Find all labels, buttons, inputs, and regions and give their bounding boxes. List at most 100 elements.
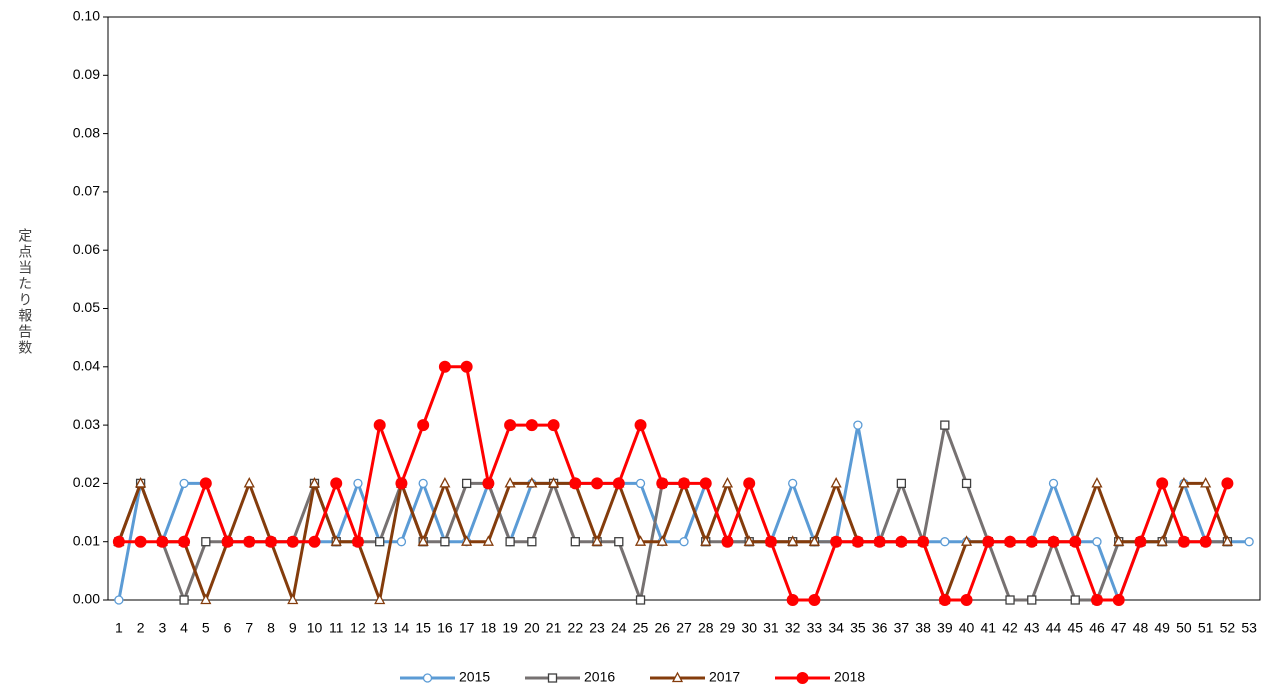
- marker: [286, 535, 299, 548]
- legend-marker: [796, 672, 809, 684]
- marker: [612, 477, 625, 490]
- x-tick-label: 46: [1089, 620, 1105, 636]
- marker: [1134, 535, 1147, 548]
- x-tick-label: 49: [1154, 620, 1170, 636]
- marker: [1047, 535, 1060, 548]
- marker: [179, 478, 189, 489]
- marker: [656, 535, 668, 546]
- legend-marker: [671, 671, 684, 683]
- marker: [940, 420, 950, 430]
- marker: [353, 478, 363, 489]
- marker: [460, 360, 473, 373]
- marker: [461, 478, 472, 489]
- x-tick-label: 32: [785, 620, 801, 636]
- x-tick-label: 12: [350, 620, 366, 636]
- marker: [830, 477, 842, 488]
- x-tick-label: 38: [915, 620, 931, 636]
- x-tick-label: 15: [415, 620, 431, 636]
- x-tick-label: 30: [741, 620, 757, 636]
- x-tick-label: 21: [546, 620, 562, 636]
- marker: [634, 535, 647, 546]
- marker: [418, 478, 428, 489]
- marker: [1200, 477, 1212, 488]
- marker: [591, 477, 604, 490]
- series-line: [118, 365, 1229, 602]
- marker: [526, 477, 538, 488]
- x-tick-label: 4: [180, 620, 188, 636]
- marker: [330, 535, 342, 546]
- marker: [678, 477, 690, 490]
- marker: [156, 535, 169, 548]
- marker: [721, 535, 734, 548]
- x-tick-label: 7: [245, 620, 253, 636]
- marker: [525, 419, 538, 432]
- marker: [873, 535, 886, 548]
- y-tick-label: 0.09: [73, 66, 100, 82]
- marker: [743, 535, 755, 546]
- marker: [1112, 594, 1125, 606]
- marker: [591, 535, 603, 546]
- x-tick-label: 44: [1046, 620, 1062, 636]
- marker: [114, 595, 124, 605]
- marker: [243, 477, 255, 488]
- x-tick-label: 43: [1024, 620, 1040, 636]
- marker: [1221, 535, 1233, 546]
- x-tick-label: 20: [524, 620, 540, 636]
- x-tick-label: 37: [894, 620, 910, 636]
- y-tick-label: 0.07: [73, 183, 100, 199]
- x-tick-label: 8: [267, 620, 275, 636]
- marker: [374, 593, 386, 605]
- x-tick-label: 1: [115, 620, 123, 636]
- marker: [1113, 535, 1125, 546]
- marker: [179, 595, 189, 605]
- x-tick-label: 28: [698, 620, 714, 636]
- marker: [178, 535, 191, 548]
- marker: [1090, 594, 1103, 606]
- marker: [960, 594, 973, 606]
- x-tick-label: 31: [763, 620, 779, 636]
- marker: [721, 477, 734, 488]
- y-tick-label: 0.01: [73, 532, 100, 548]
- x-tick-label: 36: [872, 620, 888, 636]
- marker: [961, 478, 972, 489]
- marker: [635, 478, 646, 489]
- marker: [1069, 535, 1082, 548]
- marker: [896, 478, 907, 489]
- marker: [830, 535, 843, 548]
- marker: [700, 535, 712, 546]
- legend-marker: [547, 673, 558, 683]
- x-tick-label: 10: [307, 620, 323, 636]
- marker: [287, 593, 299, 605]
- x-tick-label: 13: [372, 620, 388, 636]
- x-tick-label: 23: [589, 620, 605, 636]
- marker: [938, 594, 951, 606]
- marker: [808, 594, 821, 606]
- y-tick-label: 0.06: [73, 241, 100, 257]
- marker: [570, 537, 580, 547]
- marker: [375, 537, 385, 547]
- x-tick-label: 51: [1198, 620, 1214, 636]
- marker: [243, 535, 256, 548]
- x-tick-label: 25: [633, 620, 649, 636]
- legend-label: 2017: [709, 669, 740, 685]
- marker: [787, 535, 799, 546]
- x-tick-label: 22: [568, 620, 584, 636]
- marker: [1025, 535, 1038, 548]
- marker: [135, 477, 147, 488]
- marker: [569, 477, 582, 490]
- legend-marker: [422, 673, 433, 683]
- x-tick-label: 53: [1241, 620, 1257, 636]
- marker: [679, 537, 689, 547]
- marker: [853, 420, 863, 430]
- x-tick-label: 26: [654, 620, 670, 636]
- x-tick-label: 14: [394, 620, 410, 636]
- y-tick-label: 0.00: [73, 591, 100, 607]
- marker: [482, 477, 495, 490]
- marker: [940, 537, 950, 547]
- marker: [960, 535, 973, 546]
- x-tick-label: 2: [137, 620, 145, 636]
- marker: [482, 535, 494, 546]
- x-tick-label: 40: [959, 620, 975, 636]
- y-axis-label: 定点当たり報告数: [17, 228, 33, 356]
- marker: [265, 535, 278, 548]
